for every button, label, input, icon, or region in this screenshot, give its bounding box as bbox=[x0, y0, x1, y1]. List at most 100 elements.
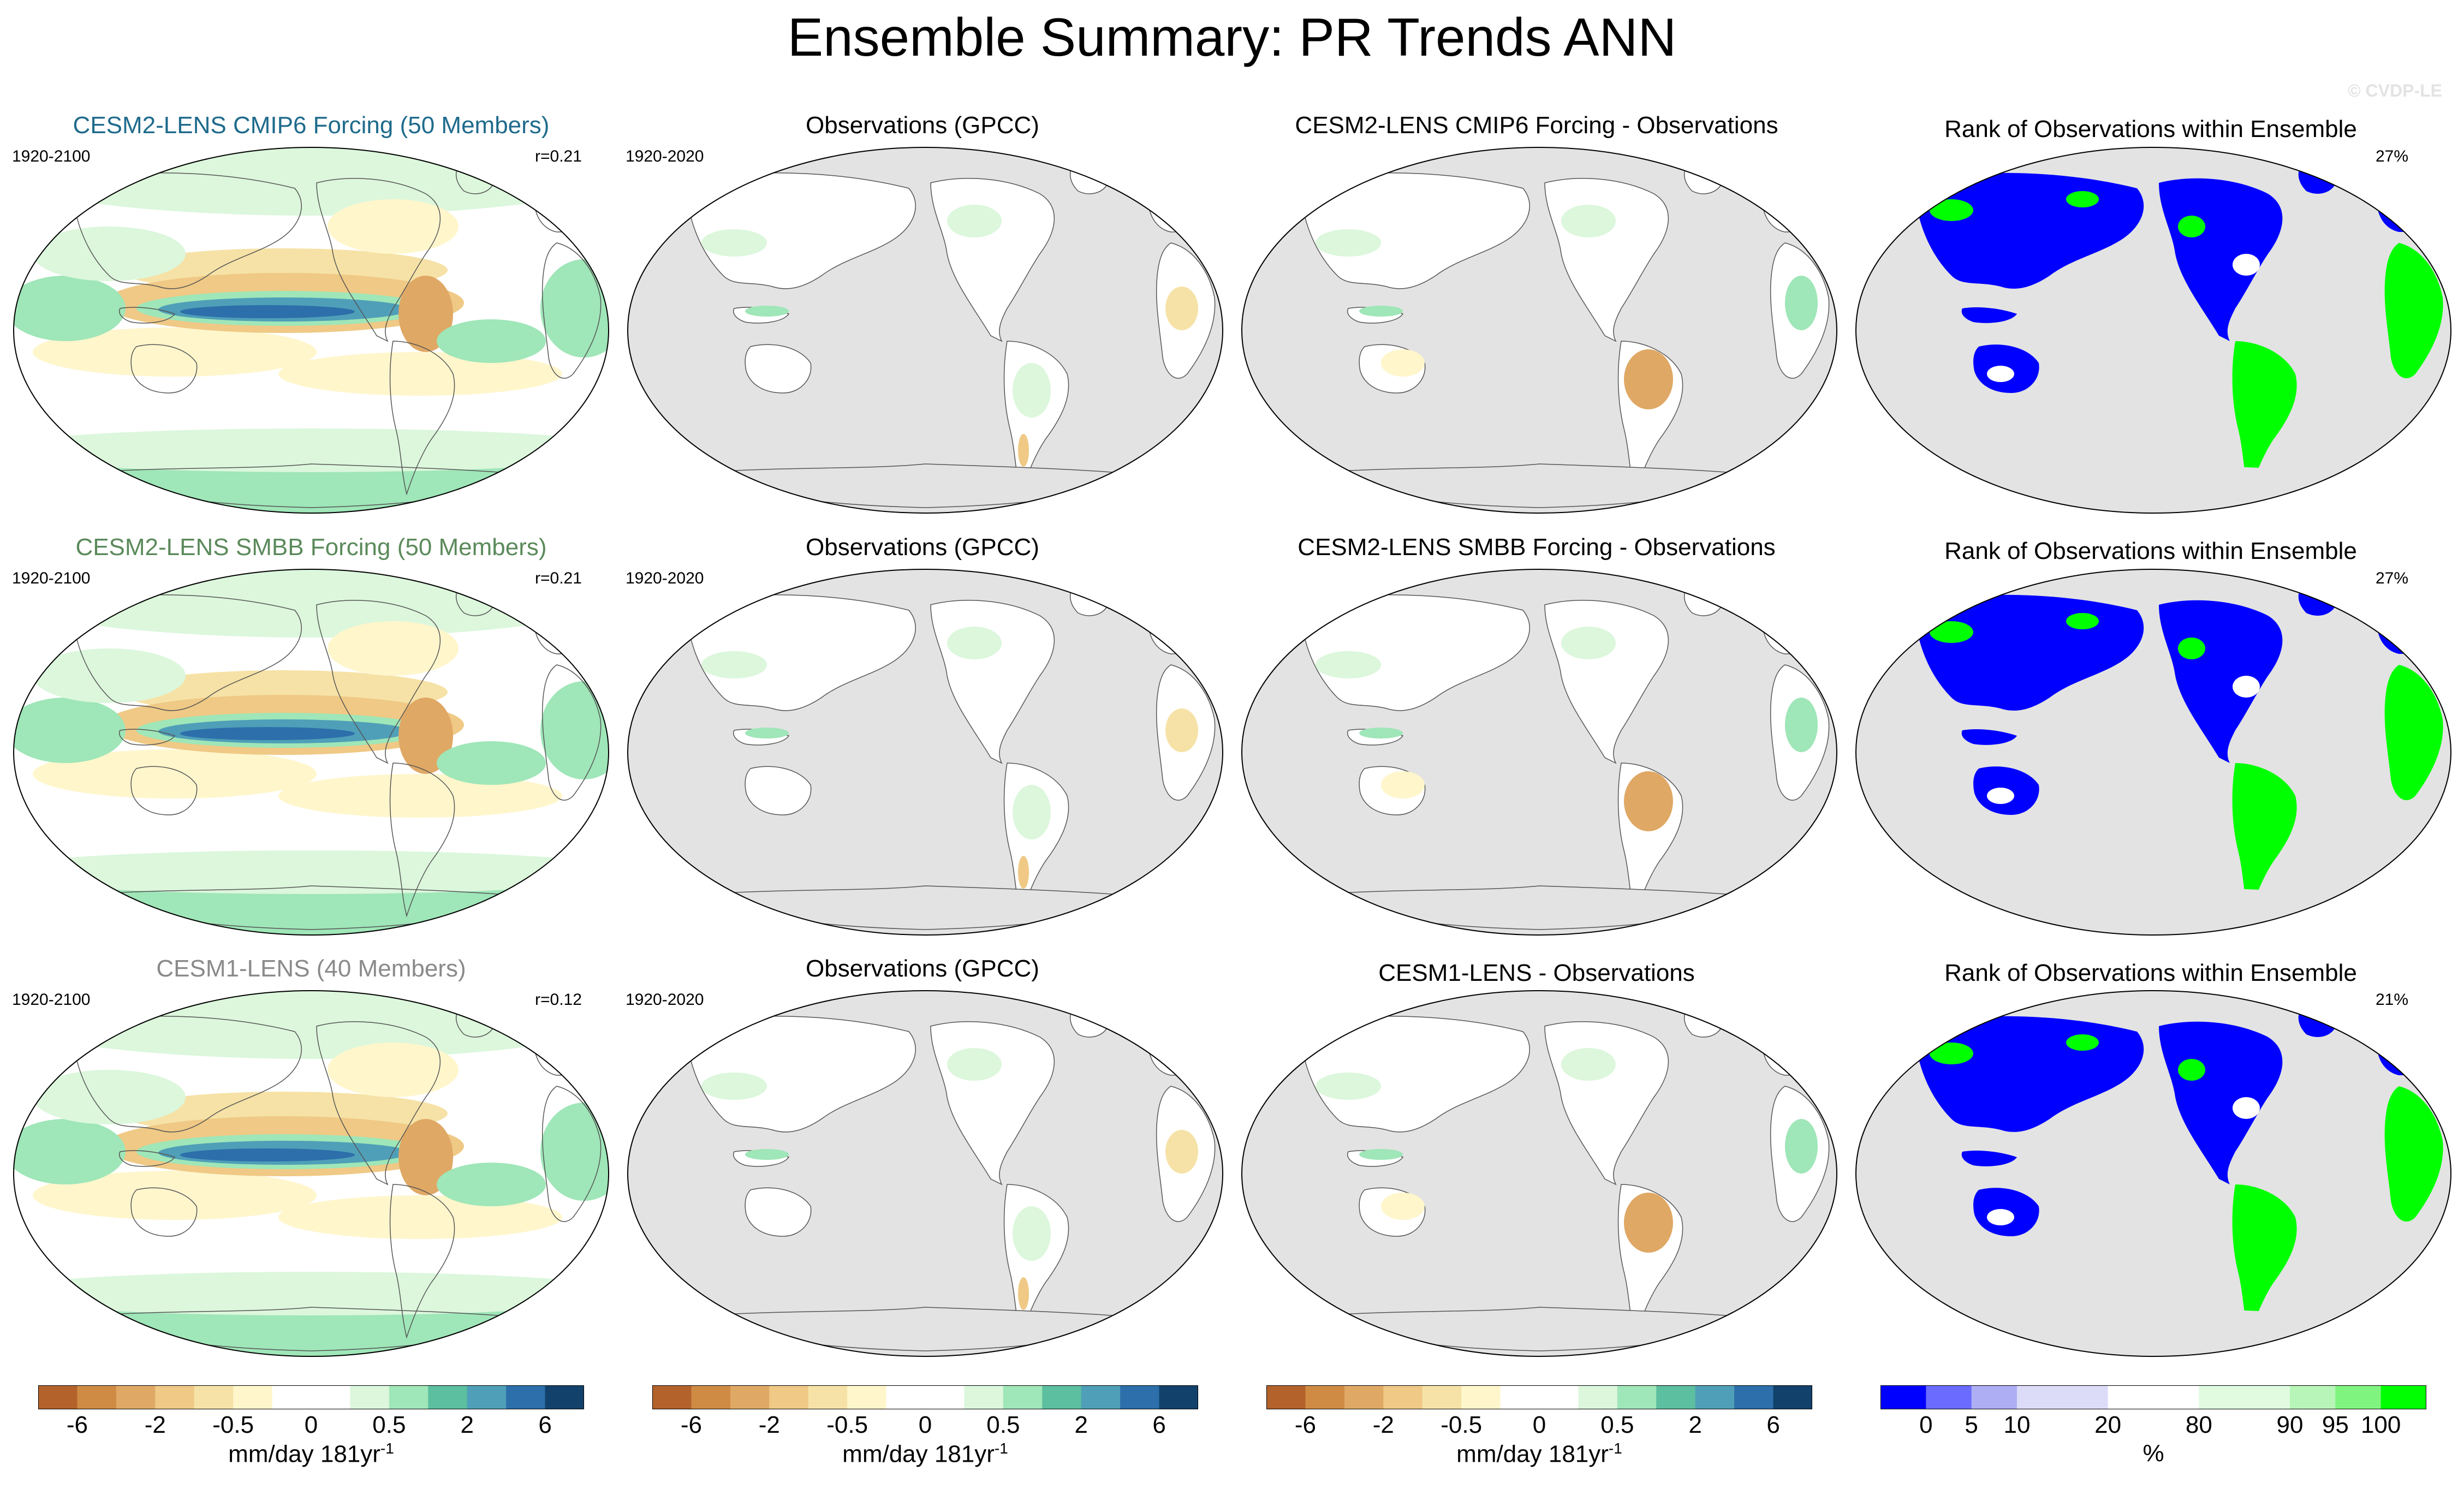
colorbar-rank: % 0 5 10 20 80 90 95 100 bbox=[1880, 1385, 2426, 1489]
map-field bbox=[1856, 991, 2451, 1356]
coastline-australia bbox=[130, 344, 198, 394]
panel-title-r1c4: Rank of Observations within Ensemble bbox=[1944, 116, 2357, 142]
land-asia bbox=[689, 1016, 916, 1133]
coastline-asia bbox=[75, 172, 302, 289]
rank-region bbox=[2066, 191, 2099, 207]
land-antarctica bbox=[1320, 885, 1759, 930]
colorbar-tick-label: 100 bbox=[2360, 1411, 2401, 1438]
colorbar-tick-label: -6 bbox=[1294, 1411, 1316, 1438]
colorbar-tick-label: 0.5 bbox=[986, 1411, 1020, 1438]
trend-region bbox=[540, 1103, 609, 1201]
rank-region bbox=[1987, 788, 2014, 804]
colorbar-tick-label: 0.5 bbox=[1600, 1411, 1634, 1438]
colorbar-swatch bbox=[2062, 1385, 2109, 1409]
colorbar-swatch bbox=[1266, 1385, 1306, 1409]
colorbar-trend-3-unit: mm/day 181yr-1 bbox=[1456, 1440, 1622, 1468]
colorbar-tick-label: 0.5 bbox=[372, 1411, 406, 1438]
colorbar-trend-1-unit: mm/day 181yr-1 bbox=[228, 1440, 394, 1468]
colorbar-tick-label: 6 bbox=[1152, 1411, 1166, 1438]
colorbar-tick-label: 6 bbox=[538, 1411, 552, 1438]
colorbar-swatch bbox=[1971, 1385, 2017, 1409]
trend-region bbox=[1013, 785, 1051, 839]
trend-region bbox=[14, 1272, 609, 1315]
colorbar-swatch bbox=[272, 1385, 312, 1409]
colorbar-swatch bbox=[233, 1385, 273, 1409]
colorbar-swatch bbox=[925, 1385, 965, 1409]
colorbar-swatch bbox=[506, 1385, 546, 1409]
colorbar-trend-1: mm/day 181yr-1 -6 -2 -0.5 0 0.5 2 6 bbox=[38, 1385, 584, 1489]
panel-title-r2c3: CESM2-LENS SMBB Forcing - Observations bbox=[1298, 534, 1776, 561]
colorbar-swatch bbox=[847, 1385, 887, 1409]
rank-land-south-america bbox=[2232, 763, 2297, 916]
colorbar-tick-label: -6 bbox=[66, 1411, 88, 1438]
colorbar-swatch bbox=[1461, 1385, 1501, 1409]
land-australia bbox=[745, 1187, 812, 1237]
globe-outline bbox=[627, 147, 1223, 514]
trend-region bbox=[1018, 1277, 1029, 1310]
globe-outline bbox=[1855, 147, 2451, 514]
period-label-r2c2: 1920-2020 bbox=[626, 569, 704, 587]
rank-region bbox=[2178, 1059, 2205, 1081]
coastline-asia bbox=[75, 1016, 302, 1133]
trend-region bbox=[745, 306, 789, 317]
trend-region bbox=[328, 621, 459, 676]
colorbar-swatch bbox=[389, 1385, 428, 1409]
colorbar-tick-label: 0 bbox=[1919, 1411, 1933, 1438]
colorbar-swatch bbox=[1159, 1385, 1198, 1409]
figure-title: Ensemble Summary: PR Trends ANN bbox=[787, 7, 1677, 67]
trend-region bbox=[701, 1073, 767, 1100]
map-field bbox=[628, 147, 1223, 513]
rank-land-south-america bbox=[2232, 341, 2297, 494]
coastline-europe bbox=[534, 191, 601, 233]
trend-region bbox=[180, 305, 355, 318]
map-r2c3 bbox=[1241, 569, 1837, 936]
trend-region bbox=[437, 1163, 546, 1206]
trend-region bbox=[33, 227, 186, 281]
globe-outline bbox=[1855, 569, 2451, 936]
colorbar-swatch bbox=[1042, 1385, 1082, 1409]
colorbar-swatch bbox=[964, 1385, 1004, 1409]
coastline-south-america bbox=[389, 763, 455, 918]
globe-outline bbox=[1241, 147, 1837, 514]
panel-title-r2c4: Rank of Observations within Ensemble bbox=[1944, 538, 2357, 564]
colorbar-swatch bbox=[1617, 1385, 1657, 1409]
colorbar-swatch bbox=[38, 1385, 78, 1409]
panel-title-r3c1: CESM1-LENS (40 Members) bbox=[156, 955, 466, 982]
trend-region bbox=[14, 569, 609, 638]
colorbar-swatch bbox=[691, 1385, 731, 1409]
rank-region bbox=[1930, 1043, 1973, 1064]
trend-region bbox=[1785, 698, 1818, 752]
globe-outline bbox=[13, 990, 609, 1357]
trend-region bbox=[1561, 1048, 1616, 1081]
map-field bbox=[1242, 147, 1837, 513]
map-field bbox=[14, 569, 609, 935]
rank-land-maritime-continent bbox=[1961, 1151, 2017, 1166]
trend-region bbox=[1316, 229, 1381, 257]
globe-outline bbox=[1241, 569, 1837, 936]
map-r1c1 bbox=[13, 147, 609, 514]
trend-region bbox=[33, 749, 317, 799]
trend-region bbox=[14, 698, 126, 763]
colorbar-tick-label: -2 bbox=[758, 1411, 780, 1438]
rank-region bbox=[2178, 216, 2205, 237]
trend-region bbox=[947, 627, 1002, 659]
colorbar-tick-label: 2 bbox=[1074, 1411, 1088, 1438]
colorbar-rank-swatches bbox=[1880, 1385, 2426, 1409]
trend-region bbox=[1359, 728, 1403, 738]
colorbar-trend-3: mm/day 181yr-1 -6 -2 -0.5 0 0.5 2 6 bbox=[1266, 1385, 1812, 1489]
map-field bbox=[628, 569, 1223, 935]
coastline-maritime-continent bbox=[119, 729, 176, 746]
map-r1c2 bbox=[627, 147, 1223, 514]
colorbar-swatch bbox=[2335, 1385, 2382, 1409]
rank-land-maritime-continent bbox=[1961, 307, 2017, 323]
trend-region bbox=[33, 1171, 317, 1220]
colorbar-swatch bbox=[1500, 1385, 1540, 1409]
land-asia bbox=[689, 594, 916, 711]
colorbar-swatch bbox=[2153, 1385, 2199, 1409]
coastline-south-america bbox=[389, 341, 455, 496]
colorbar-swatch bbox=[2380, 1385, 2426, 1409]
colorbar-swatch bbox=[808, 1385, 848, 1409]
land-australia bbox=[745, 344, 812, 394]
land-antarctica bbox=[1320, 1307, 1759, 1351]
colorbar-tick-label: 0 bbox=[918, 1411, 932, 1438]
